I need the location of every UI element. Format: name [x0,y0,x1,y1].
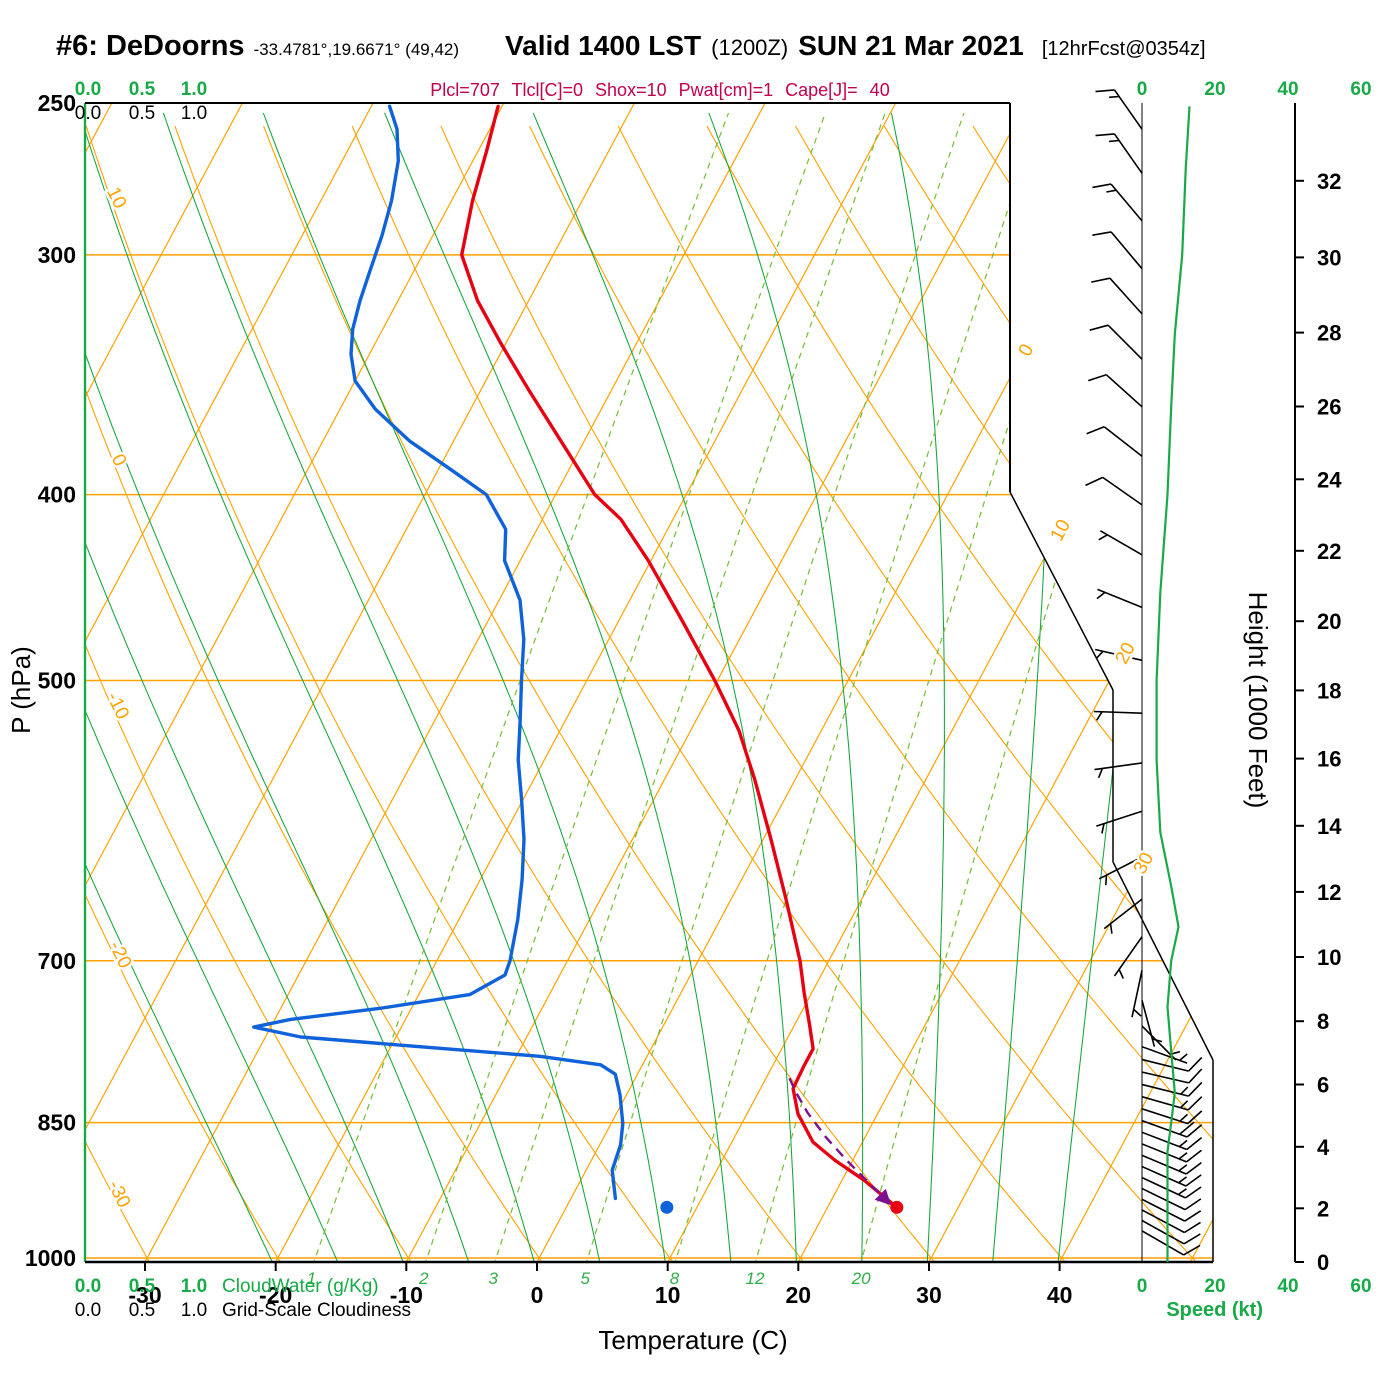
forecast-tag: [12hrFcst@0354z] [1041,38,1206,60]
height-tick-label: 8 [1317,1009,1329,1034]
height-tick-label: 22 [1317,539,1341,564]
temperature-tick-label: 20 [786,1282,812,1308]
temperature-tick-label: -30 [128,1282,161,1308]
isotherm-label: 20 [1111,639,1139,668]
station-coordinates: -33.4781°,19.6671° (49,42) [253,40,460,59]
height-tick-label: 32 [1317,169,1341,194]
mixing-ratio-label: 1 [307,1269,316,1288]
temperature-axis-title: Temperature (C) [598,1325,787,1355]
height-tick-label: 30 [1317,245,1341,270]
stability-parameters: Plcl=707 Tlcl[C]=0 Shox=10 Pwat[cm]=1 Ca… [430,80,890,100]
cloudiness-scale-label: 1.0 [181,1300,207,1321]
cloudiness-scale-label: 1.0 [181,103,207,124]
surface-dewpoint-dot [660,1200,674,1214]
cloudwater-axis-title: CloudWater (g/Kg) [222,1276,379,1297]
plot-frame [83,102,1296,1264]
mixing-ratio-label: 2 [418,1269,429,1288]
speed-scale-label: 0 [1137,1276,1148,1297]
pressure-tick-label: 850 [38,1110,76,1136]
wind-barb-column [1085,89,1203,1263]
pressure-tick-label: 400 [38,482,76,508]
pressure-tick-label: 700 [38,948,76,974]
speed-scale-label: 0 [1137,79,1148,100]
speed-scale-label: 60 [1350,1276,1371,1297]
station-title: #6: DeDoorns [56,30,245,62]
wind-speed-curve [1155,106,1191,1263]
mixing-ratio-label: 8 [670,1269,680,1288]
speed-scale-label: 40 [1277,79,1298,100]
isotherm-label: 30 [1130,849,1158,878]
cloudwater-scale-label: 0.0 [75,1276,101,1297]
mixing-ratio-label: 12 [745,1269,764,1288]
height-tick-label: 26 [1317,395,1341,420]
cloudiness-scale-label: 0.5 [129,103,155,124]
height-tick-label: 4 [1317,1135,1330,1160]
cloudwater-scale-label: 0.5 [129,79,156,100]
zulu-time: (1200Z) [711,35,789,60]
cloudwater-scale-label: 0.0 [75,79,101,100]
height-axis-title: Height (1000 Feet) [1243,592,1273,809]
cloudiness-scale-label: 0.0 [75,1300,101,1321]
dry-adiabat-label: 10 [102,184,130,212]
height-tick-label: 20 [1317,609,1341,634]
cloudwater-scale-label: 1.0 [181,79,207,100]
speed-scale-label: 40 [1277,1276,1298,1297]
header: #6: DeDoorns -33.4781°,19.6671° (49,42) … [56,30,1390,63]
cloudwater-scale-label: 1.0 [181,1276,207,1297]
surface-temperature-dot [890,1200,904,1214]
background-grid [85,103,1213,1262]
parcel-path [788,1077,892,1206]
height-tick-label: 16 [1317,747,1341,772]
isotherm-label: 10 [1047,516,1075,545]
speed-axis-title: Speed (kt) [1166,1299,1263,1321]
sounding-profiles [252,104,904,1214]
height-tick-label: 14 [1317,814,1342,839]
temperature-tick-label: 40 [1047,1282,1073,1308]
speed-scale-label: 20 [1204,1276,1225,1297]
cloudwater-scale-label: 0.5 [129,1276,156,1297]
height-tick-label: 10 [1317,945,1341,970]
pressure-tick-label: 300 [38,242,76,268]
dry-adiabat-label: -20 [104,938,135,972]
cloudiness-axis-title: Grid-Scale Cloudiness [222,1300,411,1321]
mixing-ratio-label: 3 [489,1269,499,1288]
height-tick-label: 12 [1317,880,1341,905]
temperature-tick-label: 10 [655,1282,681,1308]
isotherm-label: 0 [1015,341,1039,360]
cloudiness-scale-label: 0.5 [129,1300,155,1321]
temperature-tick-label: 30 [916,1282,942,1308]
pressure-tick-label: 500 [38,667,76,693]
temperature-curve [460,104,899,1209]
temperature-tick-label: -10 [390,1282,423,1308]
height-tick-label: 24 [1317,467,1342,492]
speed-scale-label: 20 [1204,79,1225,100]
pressure-axis-title: P (hPa) [6,646,36,734]
pressure-tick-label: 1000 [25,1245,76,1271]
pressure-tick-label: 250 [38,90,76,116]
dewpoint-curve [252,104,625,1201]
dry-adiabat-label: -30 [103,1177,134,1211]
height-tick-label: 6 [1317,1072,1329,1097]
height-tick-label: 18 [1317,678,1341,703]
height-tick-label: 28 [1317,321,1341,346]
height-tick-label: 2 [1317,1196,1329,1221]
temperature-tick-label: 0 [531,1282,544,1308]
height-tick-label: 0 [1317,1250,1329,1275]
temperature-tick-label: -20 [259,1282,292,1308]
speed-scale-label: 60 [1350,79,1371,100]
cloudiness-scale-label: 0.0 [75,103,101,124]
mixing-ratio-label: 20 [851,1269,871,1288]
valid-time: Valid 1400 LST [505,30,702,61]
valid-date: SUN 21 Mar 2021 [798,30,1024,61]
mixing-ratio-label: 5 [581,1269,591,1288]
